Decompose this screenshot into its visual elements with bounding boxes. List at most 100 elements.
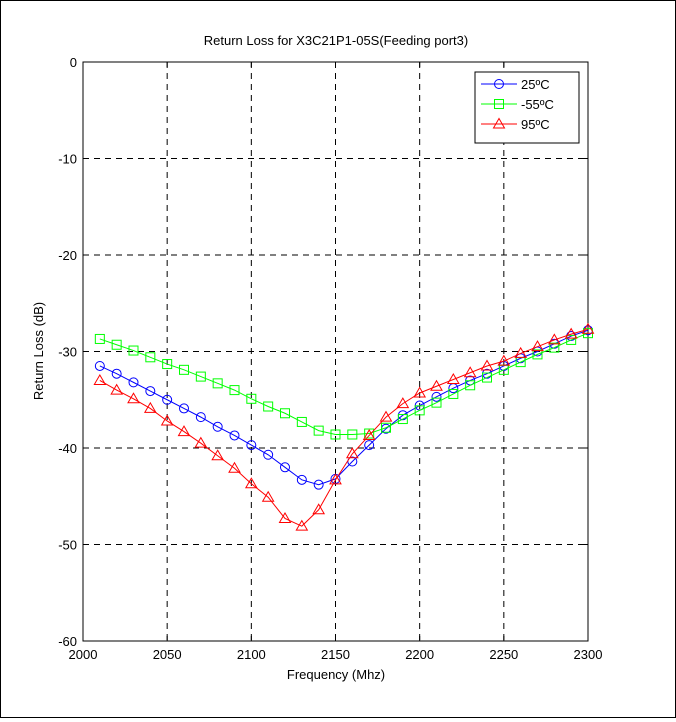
legend-entry: -55ºC xyxy=(481,97,554,112)
data-point xyxy=(497,354,511,366)
data-point xyxy=(111,368,122,379)
data-point xyxy=(128,377,139,388)
y-tick-label: 0 xyxy=(70,55,77,70)
x-tick-label: 2250 xyxy=(489,647,518,662)
data-point xyxy=(263,401,274,412)
legend-marker xyxy=(494,99,504,109)
x-tick-label: 2050 xyxy=(153,647,182,662)
data-point xyxy=(329,473,342,485)
data-point xyxy=(362,428,376,440)
grid-lines xyxy=(83,62,588,641)
legend: 25ºC -55ºC 95ºC xyxy=(474,71,580,144)
data-point xyxy=(295,519,309,531)
axis-ticks: 2000 2050 2100 2150 2200 2250 2300 0 -10 -20 -30 -4… xyxy=(58,55,602,662)
data-point xyxy=(229,385,240,396)
series-line xyxy=(99,328,589,527)
data-point xyxy=(278,511,292,523)
legend-label: 95ºC xyxy=(521,117,550,132)
legend-label: 25ºC xyxy=(521,77,550,92)
data-point xyxy=(228,461,241,473)
data-point xyxy=(381,422,391,433)
data-point xyxy=(94,360,105,371)
data-point xyxy=(446,372,460,384)
series-3 xyxy=(93,322,595,531)
data-point xyxy=(531,340,544,352)
data-point xyxy=(280,462,290,473)
data-point xyxy=(312,503,326,515)
data-point xyxy=(414,405,425,416)
series-1 xyxy=(94,325,593,490)
data-point xyxy=(244,477,258,489)
data-point xyxy=(313,479,324,490)
series-line xyxy=(99,332,589,435)
y-tick-label: -30 xyxy=(58,345,77,360)
data-point xyxy=(396,397,410,409)
data-point xyxy=(463,366,477,378)
legend-marker xyxy=(492,117,506,129)
data-point xyxy=(514,346,528,358)
x-tick-label: 2100 xyxy=(237,647,266,662)
data-point xyxy=(143,401,157,413)
data-point xyxy=(111,339,122,350)
data-point xyxy=(431,391,442,402)
chart-title: Return Loss for X3C21P1-05S(Feeding port… xyxy=(204,33,468,48)
data-point xyxy=(549,342,560,353)
data-point xyxy=(413,386,427,398)
series-line xyxy=(99,329,589,486)
data-point xyxy=(246,393,257,404)
data-point xyxy=(177,425,191,437)
y-tick-label: -50 xyxy=(58,538,77,553)
data-point xyxy=(296,474,307,485)
data-point xyxy=(145,386,156,397)
data-point xyxy=(482,372,492,383)
data-point xyxy=(431,397,442,408)
data-point xyxy=(347,429,358,440)
data-point xyxy=(313,425,324,436)
data-point xyxy=(110,383,124,395)
legend-marker xyxy=(494,79,504,89)
data-point xyxy=(128,345,139,356)
data-point xyxy=(280,408,290,419)
data-point xyxy=(179,403,189,414)
data-point xyxy=(263,449,274,460)
data-point xyxy=(162,359,173,370)
data-point xyxy=(211,449,225,461)
series-layer xyxy=(93,322,595,531)
data-point xyxy=(94,333,105,344)
legend-entry: 25ºC xyxy=(481,77,550,92)
x-tick-label: 2000 xyxy=(69,647,98,662)
data-point xyxy=(364,440,375,451)
data-point xyxy=(379,410,393,422)
y-axis-label: Return Loss (dB) xyxy=(31,302,46,400)
x-tick-label: 2150 xyxy=(321,647,350,662)
x-tick-label: 2300 xyxy=(574,647,603,662)
data-point xyxy=(229,430,240,441)
data-point xyxy=(564,327,578,339)
data-point xyxy=(480,359,494,371)
data-point xyxy=(296,416,307,427)
data-point xyxy=(547,333,561,345)
data-point xyxy=(212,421,223,432)
data-point xyxy=(532,349,543,360)
data-point xyxy=(179,364,189,375)
data-point xyxy=(581,322,595,334)
legend-entry: 95ºC xyxy=(481,117,550,132)
data-point xyxy=(127,392,140,404)
data-point xyxy=(162,394,173,405)
data-point xyxy=(261,490,275,502)
data-point xyxy=(160,414,174,426)
legend-label: -55ºC xyxy=(521,97,554,112)
data-point xyxy=(195,371,206,382)
data-point xyxy=(345,447,359,459)
data-point xyxy=(566,334,577,345)
y-tick-label: -60 xyxy=(58,634,77,649)
data-point xyxy=(330,429,341,440)
x-tick-label: 2200 xyxy=(405,647,434,662)
data-point xyxy=(448,388,459,399)
y-tick-label: -20 xyxy=(58,248,77,263)
data-point xyxy=(195,412,206,423)
data-point xyxy=(246,440,257,451)
y-tick-label: -10 xyxy=(58,152,77,167)
x-axis-label: Frequency (Mhz) xyxy=(287,667,385,682)
